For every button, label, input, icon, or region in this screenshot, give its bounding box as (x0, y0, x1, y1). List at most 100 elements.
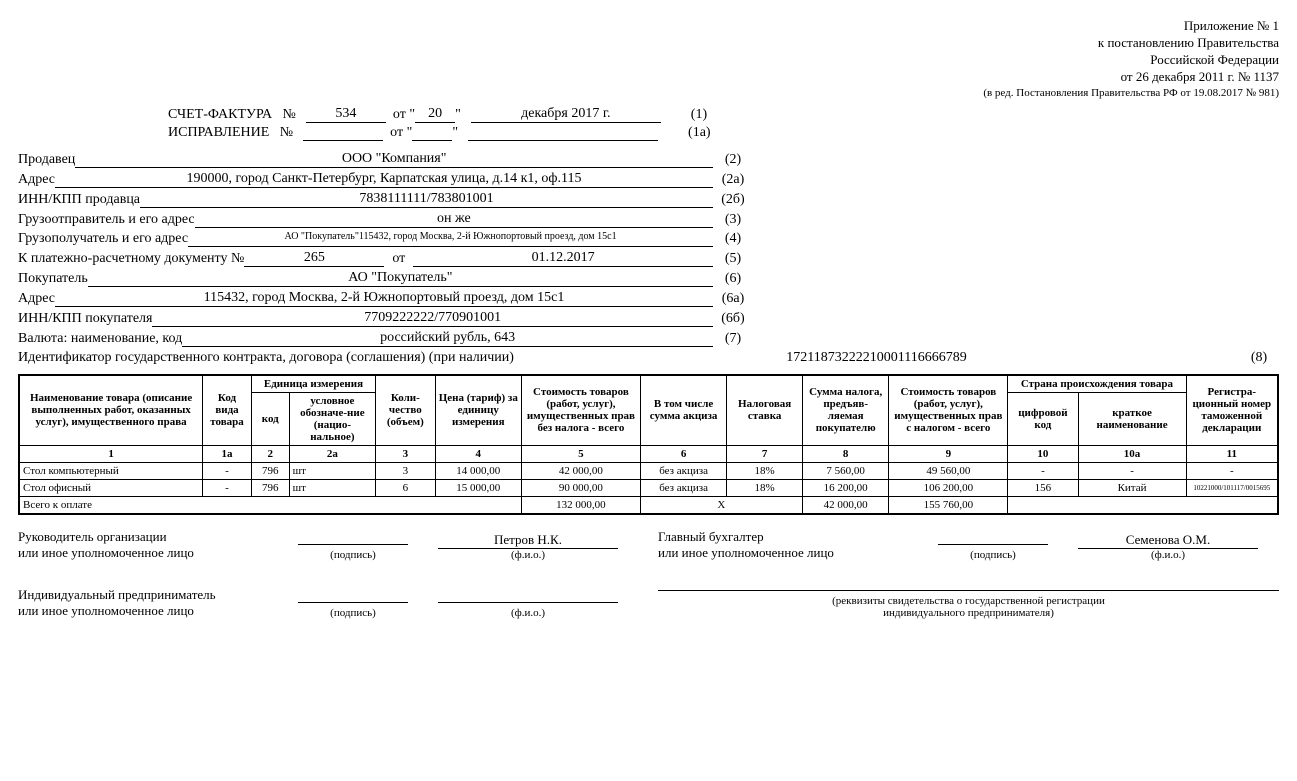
cell-ucode: 796 (251, 462, 289, 479)
cell-code: - (203, 462, 252, 479)
correction-month (468, 125, 658, 141)
acct-name: Семенова О.М. (1078, 532, 1258, 549)
n7: 7 (727, 445, 803, 462)
currency: российский рубль, 643 (182, 330, 713, 347)
buyer-addr: 115432, город Москва, 2-й Южнопортовый п… (55, 290, 713, 307)
consignee-label: Грузополучатель и его адрес (18, 231, 188, 247)
th-total: Стоимость товаров (работ, услуг), имущес… (889, 375, 1008, 446)
idx-5: (5) (713, 251, 753, 267)
ip-req (658, 575, 1279, 591)
shipper-label: Грузоотправитель и его адрес (18, 212, 195, 228)
idx-3: (3) (713, 212, 753, 228)
fields-block: ПродавецООО "Компания"(2) Адрес190000, г… (18, 151, 1279, 366)
cell-price: 14 000,00 (435, 462, 521, 479)
cell-ccode: 156 (1008, 479, 1078, 496)
cell-excise: без акциза (640, 462, 726, 479)
head-sign (298, 529, 408, 545)
cell-sum: 90 000,00 (521, 479, 640, 496)
th-decl: Регистра-ционный номер таможенной деклар… (1186, 375, 1278, 446)
cell-ucode: 796 (251, 479, 289, 496)
n5: 5 (521, 445, 640, 462)
cell-ccode: - (1008, 462, 1078, 479)
total-tax: 42 000,00 (802, 496, 888, 514)
th-ucode: код (251, 392, 289, 445)
th-sum: Стоимость товаров (работ, услуг), имущес… (521, 375, 640, 446)
th-ccode: цифровой код (1008, 392, 1078, 445)
th-country: Страна происхождения товара (1008, 375, 1186, 393)
idx-4: (4) (713, 231, 753, 247)
n8: 8 (802, 445, 888, 462)
n1a: 1а (203, 445, 252, 462)
ip-name (438, 587, 618, 603)
cell-decl: - (1186, 462, 1278, 479)
document-header: СЧЕТ-ФАКТУРА № 534 от " 20 " декабря 201… (168, 106, 1279, 141)
th-price: Цена (тариф) за единицу измерения (435, 375, 521, 446)
total-row: Всего к оплате132 000,00X42 000,00155 76… (19, 496, 1278, 514)
cell-cname: - (1078, 462, 1186, 479)
inn-seller-label: ИНН/КПП продавца (18, 192, 140, 208)
head-name: Петров Н.К. (438, 532, 618, 549)
table-row: Стол офисный-796шт615 000,0090 000,00без… (19, 479, 1278, 496)
cell-tax: 7 560,00 (802, 462, 888, 479)
n6: 6 (640, 445, 726, 462)
cell-tax: 16 200,00 (802, 479, 888, 496)
seller-addr: 190000, город Санкт-Петербург, Карпатска… (55, 171, 713, 188)
contract-id: 17211873222210001116666789 (514, 350, 1239, 366)
total-x: X (640, 496, 802, 514)
cell-uname: шт (289, 479, 375, 496)
buyer-addr-label: Адрес (18, 291, 55, 307)
n10a: 10а (1078, 445, 1186, 462)
idx-2b: (2б) (713, 192, 753, 208)
addr-label: Адрес (18, 172, 55, 188)
th-name: Наименование товара (описание выполненны… (19, 375, 203, 446)
ip-label: Индивидуальный предприниматель или иное … (18, 587, 278, 619)
n3: 3 (376, 445, 435, 462)
consignee: АО "Покупатель"115432, город Москва, 2-й… (188, 231, 713, 247)
cell-uname: шт (289, 462, 375, 479)
n11: 11 (1186, 445, 1278, 462)
appendix-l5: (в ред. Постановления Правительства РФ о… (18, 86, 1279, 100)
signatures: Руководитель организации или иное уполно… (18, 529, 1279, 619)
ip-sign (298, 587, 408, 603)
paydoc-label: К платежно-расчетному документу № (18, 251, 244, 267)
th-excise: В том числе сумма акциза (640, 375, 726, 446)
paydoc-no: 265 (244, 250, 384, 267)
total-total: 155 760,00 (889, 496, 1008, 514)
cell-cname: Китай (1078, 479, 1186, 496)
correction-day (412, 125, 452, 141)
seller-label: Продавец (18, 152, 75, 168)
invoice-month-year: декабря 2017 г. (471, 106, 661, 123)
idx-2a: (2а) (713, 172, 753, 188)
total-sum: 132 000,00 (521, 496, 640, 514)
inn-buyer: 7709222222/770901001 (152, 310, 713, 327)
correction-label: ИСПРАВЛЕНИЕ № (168, 125, 293, 141)
items-table: Наименование товара (описание выполненны… (18, 374, 1279, 515)
correction-number (303, 125, 383, 141)
n2a: 2а (289, 445, 375, 462)
seller-value: ООО "Компания" (75, 151, 713, 168)
cell-total: 106 200,00 (889, 479, 1008, 496)
idx-7: (7) (713, 331, 753, 347)
th-unit: Единица измерения (251, 375, 375, 393)
n9: 9 (889, 445, 1008, 462)
th-rate: Налоговая ставка (727, 375, 803, 446)
appendix-l4: от 26 декабря 2011 г. № 1137 (18, 69, 1279, 86)
cell-price: 15 000,00 (435, 479, 521, 496)
th-cname: краткое наименование (1078, 392, 1186, 445)
currency-label: Валюта: наименование, код (18, 331, 182, 347)
th-qty: Коли-чество (объем) (376, 375, 435, 446)
th-tax: Сумма налога, предъяв-ляемая покупателю (802, 375, 888, 446)
cell-decl: 10221000/101117/0015695 (1186, 479, 1278, 496)
idx-1a: (1а) (688, 125, 711, 141)
n2: 2 (251, 445, 289, 462)
table-row: Стол компьютерный-796шт314 000,0042 000,… (19, 462, 1278, 479)
cell-rate: 18% (727, 462, 803, 479)
cell-rate: 18% (727, 479, 803, 496)
n1: 1 (19, 445, 203, 462)
buyer: АО "Покупатель" (88, 270, 713, 287)
acct-label: Главный бухгалтер или иное уполномоченно… (658, 529, 918, 561)
cell-qty: 6 (376, 479, 435, 496)
inn-seller: 7838111111/783801001 (140, 191, 713, 208)
head-label: Руководитель организации или иное уполно… (18, 529, 278, 561)
of-label: от (393, 107, 406, 123)
